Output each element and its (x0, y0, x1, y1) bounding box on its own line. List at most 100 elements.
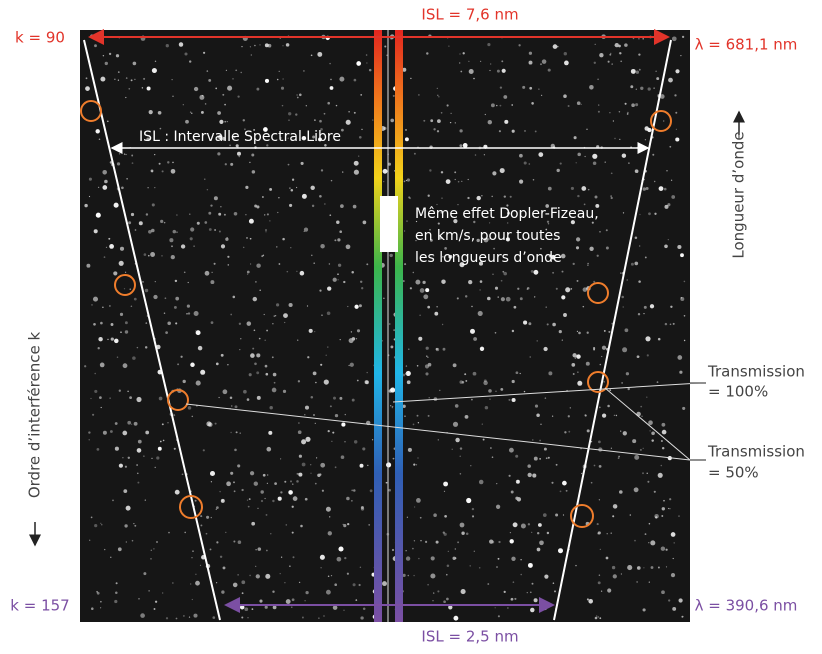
spectral-line (631, 69, 636, 74)
spectral-line (453, 422, 458, 427)
spectral-line (293, 496, 298, 501)
spectral-line (594, 465, 596, 467)
spectral-line (577, 371, 578, 372)
spectral-line (599, 465, 602, 468)
spectral-line (570, 407, 571, 408)
spectral-line (561, 295, 565, 299)
spectral-line (305, 498, 308, 501)
spectral-line (103, 55, 104, 56)
spectral-line (237, 152, 241, 156)
spectral-line (458, 181, 460, 183)
spectral-line (321, 315, 322, 316)
spectral-line (530, 608, 534, 612)
spectral-line (183, 380, 186, 383)
k-top: k = 90 (15, 29, 65, 47)
spectral-line (306, 105, 307, 106)
spectral-line (546, 306, 547, 307)
spectral-line (152, 203, 155, 206)
spectral-line (315, 483, 317, 485)
spectral-line (437, 95, 438, 96)
spectral-line (649, 523, 651, 525)
spectral-bar (374, 30, 382, 622)
spectral-line (194, 87, 198, 91)
spectral-line (620, 60, 622, 62)
spectral-line (672, 607, 676, 611)
spectral-line (251, 154, 254, 157)
spectral-line (520, 574, 522, 576)
spectral-line (260, 490, 263, 493)
spectral-line (336, 105, 337, 106)
spectral-line (185, 120, 189, 124)
spectral-line (223, 566, 226, 569)
spectral-line (350, 363, 354, 367)
spectral-line (661, 546, 665, 550)
spectral-line (124, 524, 127, 527)
spectral-line (436, 306, 437, 307)
spectral-line (487, 583, 489, 585)
spectral-line (511, 598, 514, 601)
spectral-line (444, 533, 447, 536)
spectral-line (651, 439, 653, 441)
spectral-line (351, 490, 353, 492)
spectral-line (221, 244, 225, 248)
spectral-line (288, 490, 293, 495)
spectral-line (560, 163, 562, 165)
spectral-line (247, 273, 248, 274)
spectral-line (511, 104, 513, 106)
spectral-line (246, 237, 248, 239)
spectral-line (95, 129, 99, 133)
spectral-line (115, 422, 118, 425)
spectral-line (425, 541, 427, 543)
spectral-line (287, 271, 289, 273)
spectral-line (370, 489, 373, 492)
spectral-line (662, 423, 666, 427)
spectral-line (481, 195, 482, 196)
spectral-line (541, 95, 542, 96)
spectral-line (543, 513, 547, 517)
spectral-line (329, 214, 331, 216)
spectral-line (599, 53, 603, 57)
spectral-line (189, 214, 190, 215)
spectral-line (531, 270, 534, 273)
spectral-line (292, 532, 294, 534)
spectral-line (646, 397, 647, 398)
spectral-line (130, 289, 131, 290)
spectral-line (354, 170, 359, 175)
spectral-line (219, 491, 220, 492)
spectral-line (272, 388, 277, 393)
spectral-line (383, 298, 384, 299)
spectral-line (136, 397, 141, 402)
spectral-line (109, 244, 114, 249)
spectral-line (114, 600, 117, 603)
spectral-line (369, 69, 372, 72)
spectral-line (310, 464, 311, 465)
spectral-line (513, 581, 515, 583)
spectral-line (172, 582, 173, 583)
spectral-line (319, 290, 321, 292)
spectral-line (477, 196, 481, 200)
spectral-line (613, 574, 617, 578)
spectral-line (621, 382, 623, 384)
spectral-line (601, 356, 602, 357)
spectral-line (408, 349, 409, 350)
spectral-line (319, 473, 321, 475)
spectral-line (465, 295, 467, 297)
spectral-line (237, 574, 238, 575)
spectral-line (230, 432, 231, 433)
spectral-line (238, 540, 242, 544)
spectral-line (656, 77, 659, 80)
spectral-line (404, 416, 405, 417)
spectral-line (609, 54, 611, 56)
spectral-line (105, 62, 108, 65)
spectral-line (193, 245, 195, 247)
spectral-line (132, 162, 134, 164)
spectral-line (446, 179, 451, 184)
spectral-line (638, 280, 641, 283)
spectral-line (643, 313, 644, 314)
spectral-line (451, 113, 452, 114)
spectral-line (215, 423, 217, 425)
spectral-line (252, 608, 254, 610)
spectral-line (455, 438, 459, 442)
spectral-line (122, 431, 127, 436)
spectral-line (416, 464, 417, 465)
